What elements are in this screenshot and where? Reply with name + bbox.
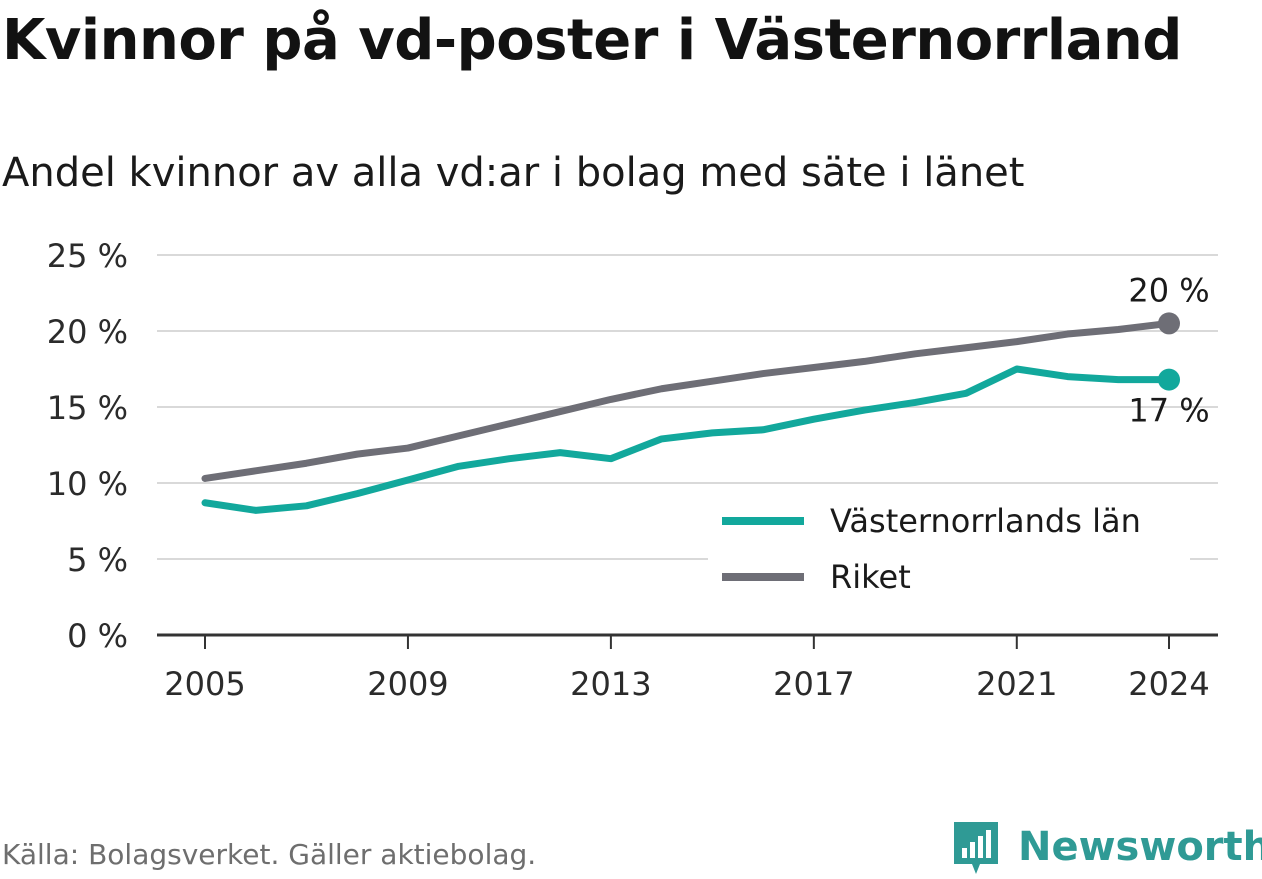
legend-swatch-vasternorrland	[722, 517, 804, 525]
end-value-label: 20 %	[1128, 271, 1209, 309]
x-axis-ticks: 2005 2009 2013 2017 2021 2024	[164, 635, 1210, 703]
grid-lines	[157, 254, 1218, 560]
x-tick-label: 2024	[1128, 665, 1209, 703]
legend-swatch-riket	[722, 573, 804, 581]
chart-title: Kvinnor på vd-poster i Västernorrland	[2, 8, 1182, 73]
source-note: Källa: Bolagsverket. Gäller aktiebolag.	[2, 838, 537, 871]
y-tick-label: 20 %	[47, 313, 128, 351]
series-end-point	[1158, 312, 1180, 335]
legend-item-riket: Riket	[722, 558, 911, 596]
brand-logo: Newsworthy	[950, 818, 1262, 876]
series-end-point	[1158, 368, 1180, 391]
end-labels: 20 % 17 %	[1128, 271, 1209, 429]
y-tick-label: 0 %	[67, 617, 128, 655]
y-tick-label: 15 %	[47, 389, 128, 427]
newsworthy-icon	[954, 822, 998, 874]
x-tick-label: 2013	[570, 665, 651, 703]
x-tick-label: 2005	[164, 665, 245, 703]
legend-label-vasternorrland: Västernorrlands län	[830, 502, 1141, 540]
y-tick-label: 25 %	[47, 237, 128, 275]
chart-subtitle: Andel kvinnor av alla vd:ar i bolag med …	[2, 150, 1025, 196]
legend-item-vasternorrland: Västernorrlands län	[722, 502, 1141, 540]
x-tick-label: 2017	[773, 665, 854, 703]
legend: Västernorrlands län Riket	[708, 486, 1190, 604]
x-tick-label: 2021	[976, 665, 1057, 703]
y-tick-label: 5 %	[67, 541, 128, 579]
series-line	[201, 319, 1173, 482]
y-tick-label: 10 %	[47, 465, 128, 503]
x-tick-label: 2009	[367, 665, 448, 703]
y-axis-ticks: 0 % 5 % 10 % 15 % 20 % 25 %	[47, 237, 128, 655]
series-line	[201, 365, 1173, 514]
brand-name: Newsworthy	[1018, 824, 1262, 870]
end-value-label: 17 %	[1128, 392, 1209, 430]
legend-label-riket: Riket	[830, 558, 911, 596]
series-lines	[201, 312, 1180, 514]
